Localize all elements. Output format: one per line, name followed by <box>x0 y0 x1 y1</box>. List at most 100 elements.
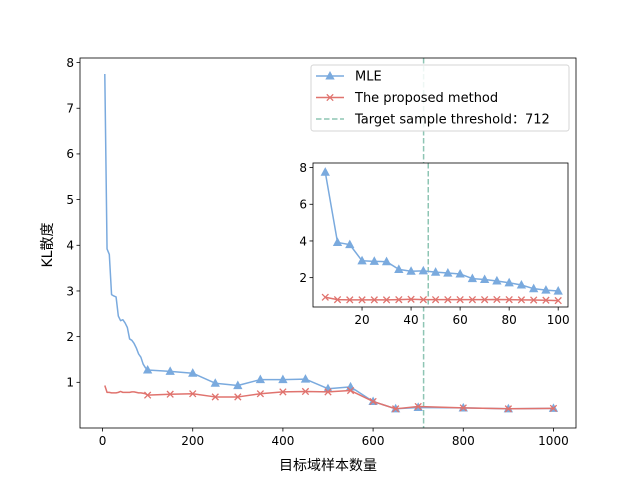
main-series-1-point <box>459 404 467 412</box>
inset-series-1-point <box>468 296 477 304</box>
inset-y-tick-label: 2 <box>299 271 307 285</box>
main-series-0-point <box>142 364 153 374</box>
main-y-tick-label: 3 <box>66 284 74 298</box>
inset-y-tick-label: 8 <box>299 161 307 175</box>
inset-series-1-point <box>419 296 427 304</box>
inset-y-tick-label: 4 <box>299 234 307 248</box>
inset-plot-background <box>313 163 568 307</box>
inset-series-1-point <box>321 293 329 301</box>
inset-series-0-point <box>443 268 453 277</box>
main-series-0-point <box>300 374 311 383</box>
inset-series-1-point <box>480 296 489 304</box>
inset-series-0-point <box>455 268 465 278</box>
main-series-1-point <box>504 405 513 413</box>
main-series-1-point <box>143 391 152 399</box>
main-series-1-point <box>166 390 174 398</box>
inset-plot: 20 40 60 80 100 2 4 6 8 <box>299 161 569 327</box>
x-axis-label: 目标域样本数量 <box>279 458 377 474</box>
inset-series-0-point <box>529 283 539 293</box>
inset-series-1-point <box>542 296 550 304</box>
inset-x-tick-label: 100 <box>547 313 570 327</box>
main-series-0-point <box>188 368 198 377</box>
main-series-1-point <box>279 388 287 396</box>
legend-swatch-marker <box>326 93 334 102</box>
main-series-1-point <box>414 402 422 411</box>
main-series-1-point <box>189 390 197 398</box>
inset-series-1-point <box>395 296 403 304</box>
main-series-1-point <box>346 386 355 395</box>
main-series-1-point <box>211 393 219 401</box>
main-x-tick-label: 200 <box>181 434 204 448</box>
inset-series-1-point <box>407 295 415 303</box>
main-x-tick-label: 800 <box>452 434 475 448</box>
main-x-tick-label: 0 <box>99 434 107 448</box>
inset-series-1-point <box>346 296 354 304</box>
main-y-tick-label: 2 <box>66 330 74 344</box>
main-series-1-point <box>256 390 265 398</box>
main-series-1-point <box>301 387 310 396</box>
inset-series-0-point <box>406 266 416 275</box>
main-y-tick-label: 1 <box>66 376 74 390</box>
inset-series-1-point <box>382 296 391 304</box>
main-series-line-0 <box>104 73 554 410</box>
inset-series-0-point <box>430 267 441 276</box>
legend-label: Target sample threshold：712 <box>354 113 550 128</box>
main-series-1-point <box>324 388 332 396</box>
main-plot-frame <box>79 57 577 429</box>
legend-label: MLE <box>355 70 382 85</box>
inset-plot-frame <box>312 162 569 308</box>
main-series-1-point <box>234 393 242 401</box>
inset-series-1-point <box>370 296 378 304</box>
main-y-tick-label: 7 <box>66 102 74 116</box>
legend-box <box>310 64 570 132</box>
main-series-0-point <box>210 378 220 387</box>
main-series-1-point <box>391 405 400 413</box>
main-y-tick-label: 4 <box>66 239 74 253</box>
inset-series-0-point <box>467 273 478 283</box>
inset-series-1-point <box>333 296 342 304</box>
y-axis-label: KL散度 <box>40 223 56 268</box>
inset-series-0-point <box>357 255 367 265</box>
main-x-tick-label: 1000 <box>538 434 569 448</box>
inset-series-1-point <box>554 296 562 305</box>
main-x-tick-label: 400 <box>271 434 294 448</box>
inset-series-1-point <box>530 296 538 304</box>
inset-series-0-point <box>516 279 527 289</box>
main-series-1-point <box>549 404 558 413</box>
main-series-0-point <box>255 374 266 384</box>
inset-series-line-1 <box>325 296 559 302</box>
main-y-tick-label: 6 <box>66 147 74 161</box>
inset-series-1-point <box>456 296 464 304</box>
inset-series-0-point <box>381 256 392 266</box>
inset-series-1-point <box>517 296 526 304</box>
inset-series-0-point <box>345 239 355 249</box>
inset-series-0-point <box>320 167 330 176</box>
main-y-tick-label: 8 <box>66 56 74 70</box>
inset-x-tick-label: 60 <box>452 313 467 327</box>
inset-series-1-point <box>444 296 452 304</box>
inset-series-1-point <box>493 295 501 304</box>
inset-series-0-point <box>541 285 551 294</box>
main-y-tick-label: 5 <box>66 193 74 207</box>
main-x-tick-label: 600 <box>362 434 385 448</box>
inset-series-0-point <box>553 286 563 295</box>
legend-swatch-marker <box>325 70 335 80</box>
main-series-0-point <box>278 374 288 384</box>
main-series-line-1 <box>104 385 554 410</box>
inset-series-0-point <box>332 237 343 246</box>
main-series-0-point <box>233 380 243 390</box>
inset-x-tick-label: 40 <box>403 313 418 327</box>
inset-y-tick-label: 6 <box>299 198 307 212</box>
inset-series-0-point <box>418 265 428 275</box>
inset-series-0-point <box>504 277 514 287</box>
legend: MLE The proposed method Target sample thre… <box>310 64 570 132</box>
inset-series-0-point <box>479 274 490 284</box>
inset-series-1-point <box>358 296 366 304</box>
inset-series-1-point <box>431 296 440 304</box>
inset-x-tick-label: 20 <box>354 313 369 327</box>
inset-series-0-point <box>369 256 379 265</box>
inset-series-1-point <box>505 296 513 304</box>
main-series-1-point <box>369 397 377 406</box>
inset-series-0-point <box>492 275 502 285</box>
